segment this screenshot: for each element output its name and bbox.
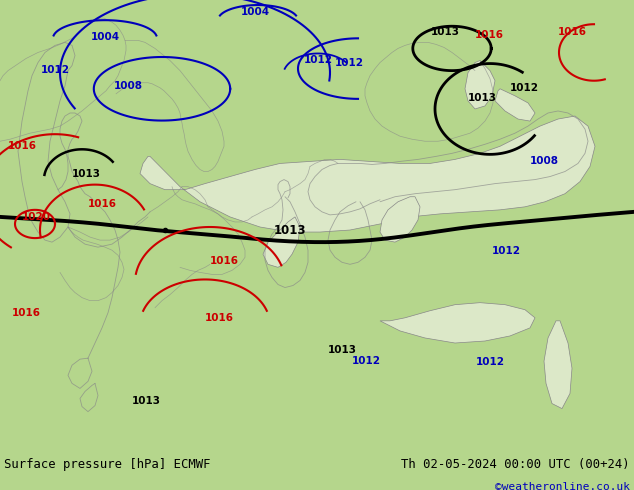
Text: 1012: 1012: [41, 65, 70, 74]
Text: 1004: 1004: [91, 32, 120, 42]
Text: Surface pressure [hPa] ECMWF: Surface pressure [hPa] ECMWF: [4, 458, 210, 471]
Text: 1013: 1013: [430, 27, 460, 37]
Text: 1013: 1013: [328, 345, 357, 355]
Text: 1016: 1016: [12, 308, 41, 318]
Text: Th 02-05-2024 00:00 UTC (00+24): Th 02-05-2024 00:00 UTC (00+24): [401, 458, 630, 471]
Text: 1012: 1012: [510, 83, 539, 93]
Text: 1012: 1012: [476, 357, 505, 367]
Text: 1013: 1013: [274, 224, 306, 237]
Polygon shape: [380, 303, 535, 343]
Text: 1016: 1016: [205, 313, 234, 323]
Polygon shape: [380, 196, 420, 242]
Text: 1016: 1016: [88, 199, 117, 209]
Text: 1013: 1013: [72, 169, 101, 178]
Polygon shape: [140, 116, 595, 232]
Text: 1016: 1016: [210, 256, 239, 267]
Text: 1016: 1016: [475, 30, 504, 40]
Text: 1008: 1008: [113, 81, 143, 91]
Text: 1012: 1012: [352, 356, 381, 366]
Polygon shape: [465, 61, 495, 109]
Text: 1013: 1013: [468, 93, 497, 103]
Text: 1004: 1004: [240, 7, 269, 17]
Polygon shape: [495, 89, 535, 121]
Text: 1020: 1020: [22, 212, 51, 222]
Text: 1016: 1016: [558, 27, 587, 37]
Text: 1013: 1013: [132, 395, 161, 406]
Text: 1012: 1012: [335, 58, 364, 68]
Text: ©weatheronline.co.uk: ©weatheronline.co.uk: [495, 482, 630, 490]
Text: 1012: 1012: [492, 246, 521, 256]
Text: 1016: 1016: [8, 141, 37, 151]
Polygon shape: [263, 217, 300, 268]
Polygon shape: [544, 321, 572, 409]
Text: 1008: 1008: [530, 156, 559, 167]
Text: 1012: 1012: [304, 54, 332, 65]
